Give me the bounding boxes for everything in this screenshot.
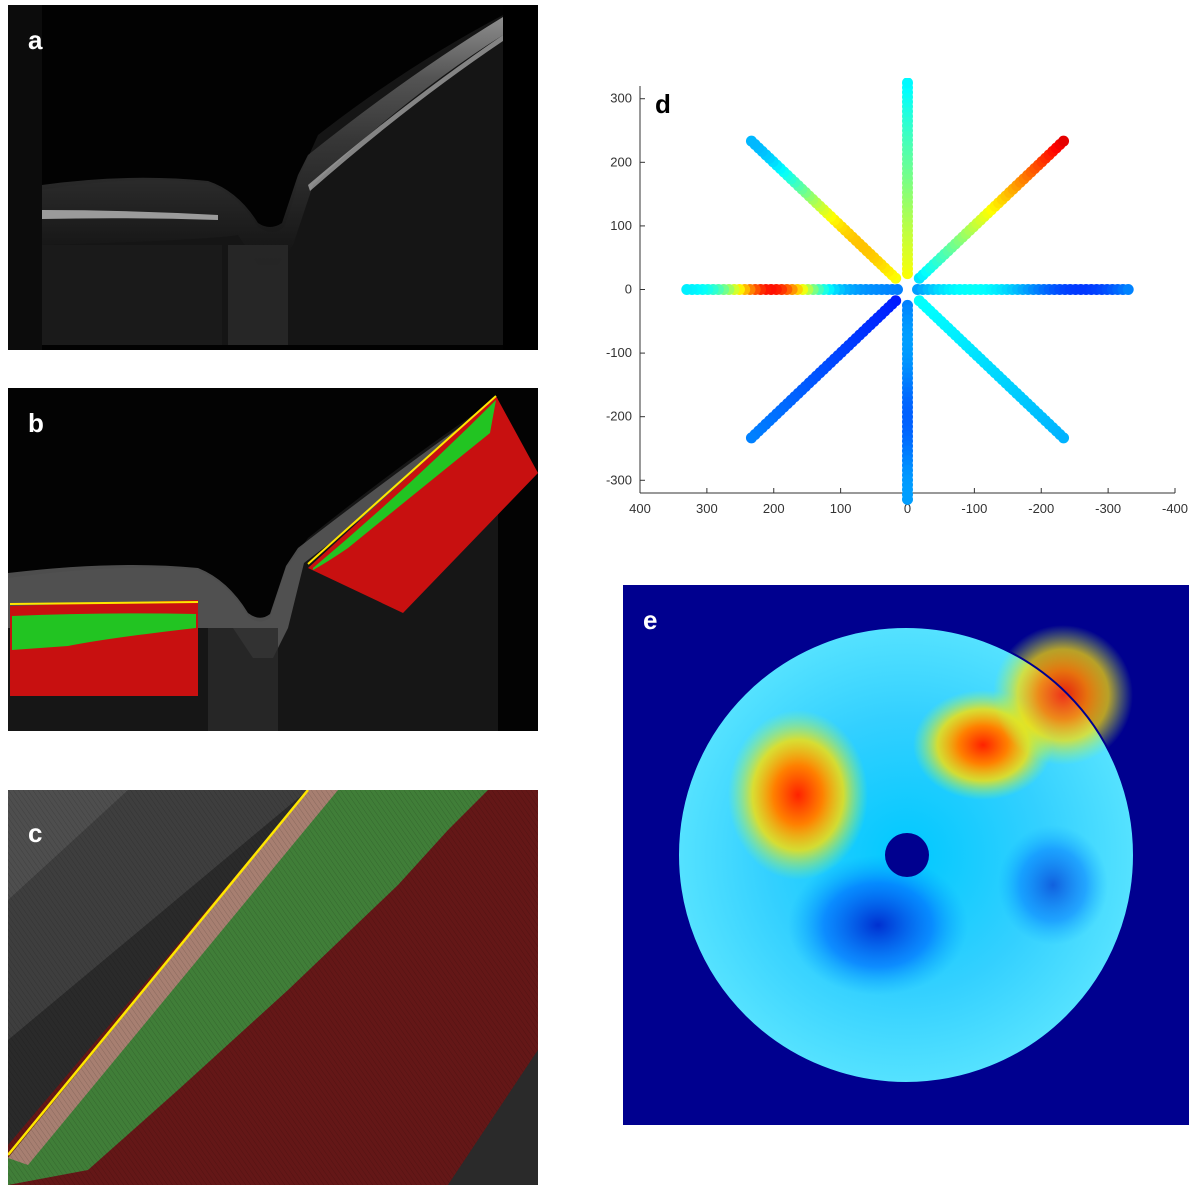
panel-e-thickness-map: e [623, 585, 1189, 1125]
panel-d-radial-thickness-chart: 300 200 100 0 -100 -200 -300 400 300 200 100 0 -100-… [585, 78, 1189, 528]
y-tick-label: 300 [610, 91, 632, 106]
oct-image-b [8, 388, 538, 731]
y-tick-label: 0 [625, 282, 632, 297]
map-center-hole [885, 833, 929, 877]
panel-c-zoomed-segmentation: c [8, 790, 538, 1185]
x-tick-label: 400 [629, 501, 651, 516]
x-tick-label: 300 [696, 501, 718, 516]
x-tick-label: -400 [1162, 501, 1188, 516]
panel-label-d: d [655, 91, 671, 117]
hot-region-left [728, 710, 868, 880]
ray-point [1058, 136, 1069, 147]
ray-point [902, 494, 913, 505]
x-tick-label: -200 [1028, 501, 1054, 516]
y-tick-label: -300 [606, 472, 632, 487]
panel-label-c: c [28, 820, 42, 846]
x-tick-label: -300 [1095, 501, 1121, 516]
panel-label-b: b [28, 410, 44, 436]
cold-region-lower [788, 855, 968, 995]
panel-label-e: e [643, 607, 657, 633]
ray-point [746, 432, 757, 443]
hot-region-edge [993, 625, 1133, 765]
x-tick-label: 200 [763, 501, 785, 516]
x-tick-label: -100 [961, 501, 987, 516]
y-tick-label: 100 [610, 218, 632, 233]
ray-point [1123, 284, 1134, 295]
panel-b-segmented-oct: b [8, 388, 538, 731]
thickness-map-svg [623, 585, 1189, 1125]
panel-a-oct-scan: a [8, 5, 538, 350]
ray-point [746, 136, 757, 147]
ray-point [681, 284, 692, 295]
ray-point [1058, 432, 1069, 443]
y-tick-label: -100 [606, 345, 632, 360]
oct-image-a [8, 5, 538, 350]
y-tick-label: -200 [606, 409, 632, 424]
oct-image-c [8, 790, 538, 1185]
y-tick-label: 200 [610, 154, 632, 169]
x-tick-label: 100 [830, 501, 852, 516]
panel-label-a: a [28, 27, 42, 53]
cold-region-right [998, 825, 1108, 945]
